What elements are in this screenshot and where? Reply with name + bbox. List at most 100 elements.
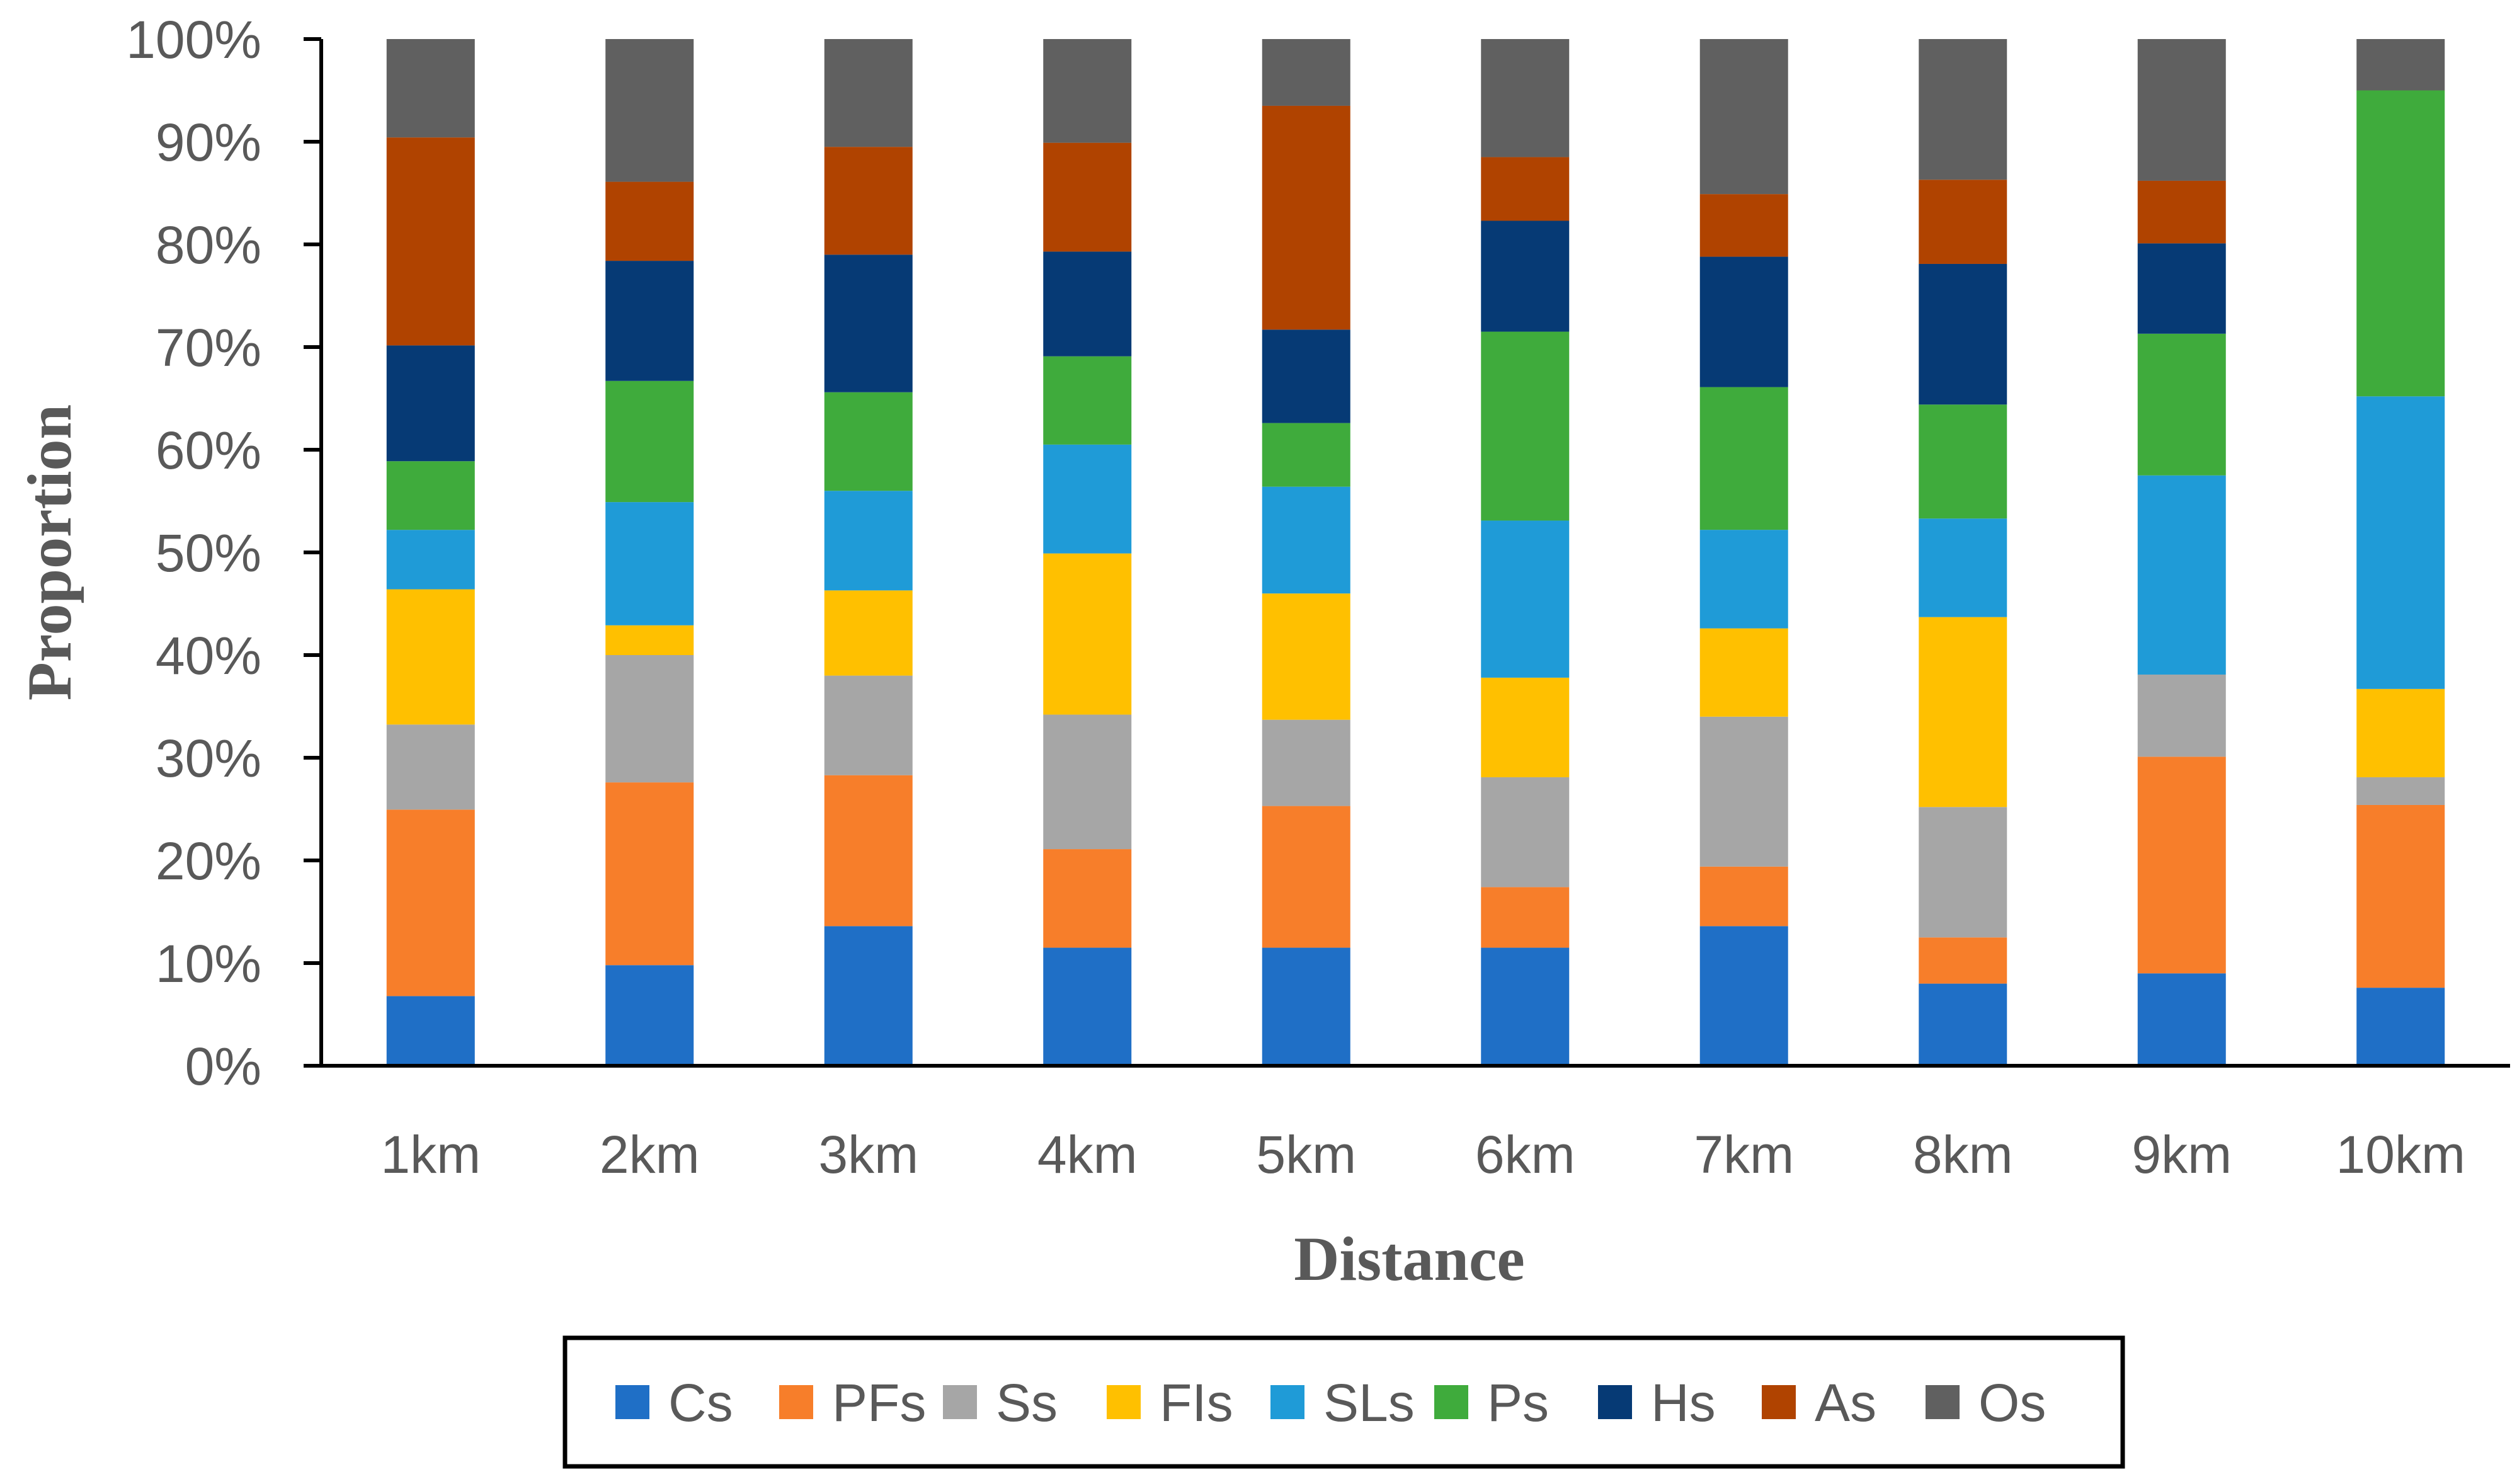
legend-box: [562, 1335, 2125, 1469]
bar-segment-ps-4km: [1043, 356, 1132, 445]
bar-segment-ss-10km: [2356, 777, 2445, 805]
bar-segment-pfs-2km: [605, 782, 694, 966]
legend-swatch-ss: [943, 1385, 977, 1419]
bar-segment-ps-6km: [1481, 331, 1570, 521]
x-tick-label: 3km: [818, 1125, 918, 1184]
legend-label-hs: Hs: [1651, 1373, 1716, 1432]
bar-segment-ps-8km: [1919, 404, 2007, 519]
bar-segment-ps-2km: [605, 380, 694, 503]
bar-segment-hs-6km: [1481, 220, 1570, 332]
bar-segment-hs-4km: [1043, 251, 1132, 357]
bar-segment-sls-7km: [1699, 530, 1788, 629]
x-tick-label: 1km: [380, 1125, 481, 1184]
bar-segment-hs-5km: [1262, 329, 1350, 423]
y-tick-labels: 0% 10% 20% 30% 40% 50% 60% 70% 80% 90% 100%: [126, 10, 261, 1096]
bar-segment-fis-3km: [824, 590, 913, 676]
bar-segment-as-6km: [1481, 157, 1570, 221]
bar-segment-cs-2km: [605, 965, 694, 1066]
bar-segment-ss-2km: [605, 655, 694, 783]
legend-label-sls: SLs: [1323, 1373, 1415, 1432]
bar-segment-sls-4km: [1043, 444, 1132, 554]
y-tick-label: 90%: [156, 113, 261, 172]
legend-swatch-pfs: [779, 1385, 813, 1419]
bar-segment-cs-6km: [1481, 947, 1570, 1066]
bar-segment-as-5km: [1262, 105, 1350, 330]
legend-swatch-os: [1926, 1385, 1960, 1419]
y-tick-label: 40%: [156, 626, 261, 685]
bar-segment-ss-3km: [824, 675, 913, 775]
bar-segment-pfs-4km: [1043, 849, 1132, 948]
axes: [319, 39, 2510, 1068]
bar-segment-as-3km: [824, 147, 913, 255]
bar-segment-os-4km: [1043, 39, 1132, 143]
bar-segment-cs-10km: [2356, 988, 2445, 1066]
bar-segment-sls-2km: [605, 502, 694, 625]
bar-segment-sls-1km: [386, 530, 475, 590]
y-tick-label: 50%: [156, 523, 261, 583]
legend-swatch-ps: [1434, 1385, 1468, 1419]
bar-segment-ps-7km: [1699, 387, 1788, 530]
bar-segment-ps-9km: [2137, 333, 2226, 476]
bar-segment-os-10km: [2356, 39, 2445, 91]
bar-segment-os-6km: [1481, 39, 1570, 157]
bar-segment-ss-4km: [1043, 714, 1132, 850]
bar-segment-sls-3km: [824, 491, 913, 591]
y-axis-title: Proportion: [14, 404, 84, 700]
bar-segment-sls-5km: [1262, 486, 1350, 594]
x-tick-label: 9km: [2132, 1125, 2232, 1184]
bar-segment-pfs-9km: [2137, 756, 2226, 974]
x-tick-label: 7km: [1694, 1125, 1794, 1184]
bar-segment-pfs-5km: [1262, 806, 1350, 948]
bar-segment-cs-4km: [1043, 947, 1132, 1066]
bar-segment-pfs-6km: [1481, 887, 1570, 948]
y-tick-label: 20%: [156, 831, 261, 891]
bar-segment-cs-9km: [2137, 973, 2226, 1066]
bar-segment-os-2km: [605, 39, 694, 182]
x-axis-title: Distance: [1294, 1224, 1525, 1294]
bar-segment-hs-9km: [2137, 243, 2226, 334]
bar-segment-fis-1km: [386, 589, 475, 725]
x-tick-label: 5km: [1256, 1125, 1356, 1184]
y-tick-label: 0%: [185, 1037, 261, 1096]
bar-segment-os-9km: [2137, 39, 2226, 181]
bars: [386, 39, 2445, 1066]
legend-label-ps: Ps: [1487, 1373, 1549, 1432]
legend-label-fis: FIs: [1160, 1373, 1233, 1432]
legend-swatch-cs: [615, 1385, 649, 1419]
bar-segment-cs-1km: [386, 996, 475, 1066]
legend-swatch-fis: [1107, 1385, 1141, 1419]
bar-segment-ps-10km: [2356, 90, 2445, 397]
bar-segment-ss-8km: [1919, 807, 2007, 938]
bar-segment-hs-3km: [824, 254, 913, 392]
bar-segment-os-3km: [824, 39, 913, 147]
bar-segment-ps-1km: [386, 461, 475, 530]
legend-swatch-sls: [1270, 1385, 1304, 1419]
bar-segment-fis-6km: [1481, 677, 1570, 777]
bar-segment-as-2km: [605, 181, 694, 261]
bar-segment-sls-9km: [2137, 475, 2226, 675]
legend-swatch-as: [1762, 1385, 1796, 1419]
y-tick-label: 80%: [156, 215, 261, 275]
x-tick-label: 6km: [1475, 1125, 1575, 1184]
bar-segment-as-8km: [1919, 180, 2007, 264]
y-tick-label: 70%: [156, 318, 261, 377]
bar-segment-hs-7km: [1699, 256, 1788, 387]
bar-segment-as-7km: [1699, 194, 1788, 257]
bar-segment-ss-6km: [1481, 777, 1570, 888]
bar-segment-pfs-1km: [386, 809, 475, 996]
legend-label-pfs: PFs: [832, 1373, 926, 1432]
legend: Cs PFs Ss FIs SLs Ps Hs As Os: [562, 1335, 2125, 1469]
bar-segment-pfs-10km: [2356, 804, 2445, 988]
x-tick-label: 10km: [2336, 1125, 2465, 1184]
bar-segment-fis-5km: [1262, 593, 1350, 720]
bar-segment-hs-2km: [605, 261, 694, 381]
bar-segment-sls-10km: [2356, 396, 2445, 689]
bar-segment-cs-5km: [1262, 947, 1350, 1066]
bar-segment-cs-3km: [824, 926, 913, 1066]
bar-segment-pfs-7km: [1699, 866, 1788, 927]
bar-segment-os-7km: [1699, 39, 1788, 195]
bar-segment-fis-4km: [1043, 553, 1132, 715]
bar-segment-ss-1km: [386, 724, 475, 810]
